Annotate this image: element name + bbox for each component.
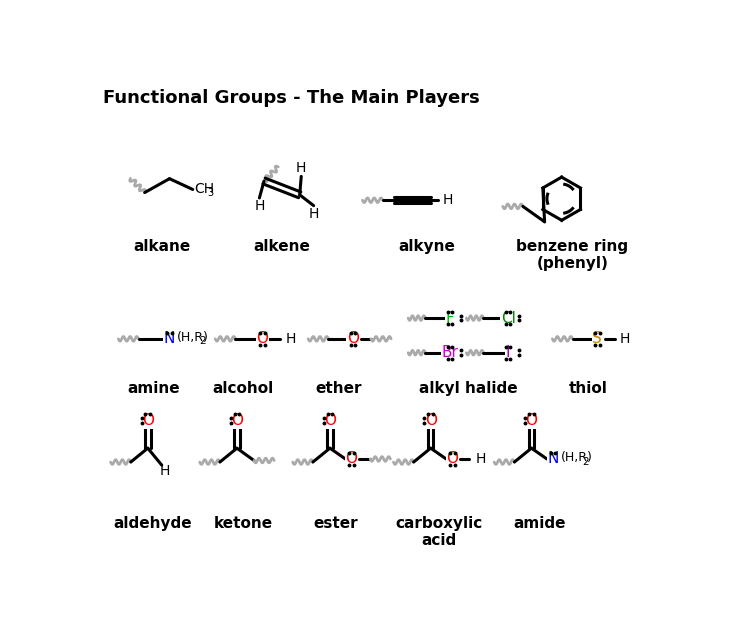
Text: Br: Br (442, 345, 459, 360)
Text: H: H (308, 207, 319, 221)
Text: O: O (231, 413, 243, 428)
Text: 2: 2 (199, 336, 205, 346)
Text: benzene ring
(phenyl): benzene ring (phenyl) (517, 239, 629, 271)
Text: I: I (506, 345, 511, 360)
Text: O: O (257, 331, 269, 346)
Text: thiol: thiol (569, 381, 607, 396)
Text: O: O (324, 413, 336, 428)
Text: H: H (475, 452, 486, 466)
Text: S: S (592, 331, 602, 346)
Text: O: O (346, 451, 358, 467)
Text: alkyne: alkyne (398, 239, 456, 254)
Text: 3: 3 (208, 187, 213, 198)
Text: O: O (142, 413, 154, 428)
Text: (H,R): (H,R) (561, 451, 592, 464)
Text: N: N (548, 451, 559, 467)
Text: H: H (160, 464, 170, 478)
Text: aldehyde: aldehyde (113, 516, 192, 531)
Text: N: N (164, 331, 175, 346)
Text: O: O (446, 451, 459, 467)
Text: carboxylic
acid: carboxylic acid (395, 516, 483, 548)
Text: O: O (526, 413, 537, 428)
Text: 2: 2 (583, 457, 590, 467)
Text: H: H (286, 332, 296, 346)
Text: ketone: ketone (213, 516, 272, 531)
Text: Cl: Cl (500, 311, 516, 325)
Text: ether: ether (315, 381, 361, 396)
Text: amine: amine (127, 381, 180, 396)
Text: alcohol: alcohol (213, 381, 274, 396)
Text: H: H (620, 332, 630, 346)
Text: alkyl halide: alkyl halide (419, 381, 517, 396)
Text: CH: CH (194, 182, 214, 196)
Text: H: H (254, 200, 264, 213)
Text: alkene: alkene (253, 239, 311, 254)
Text: F: F (446, 311, 454, 325)
Text: (H,R): (H,R) (177, 331, 209, 344)
Text: H: H (443, 193, 453, 207)
Text: O: O (347, 331, 359, 346)
Text: H: H (296, 161, 306, 175)
Text: O: O (425, 413, 436, 428)
Text: Functional Groups - The Main Players: Functional Groups - The Main Players (103, 89, 480, 107)
Text: alkane: alkane (133, 239, 191, 254)
Text: ester: ester (314, 516, 358, 531)
Text: amide: amide (514, 516, 566, 531)
